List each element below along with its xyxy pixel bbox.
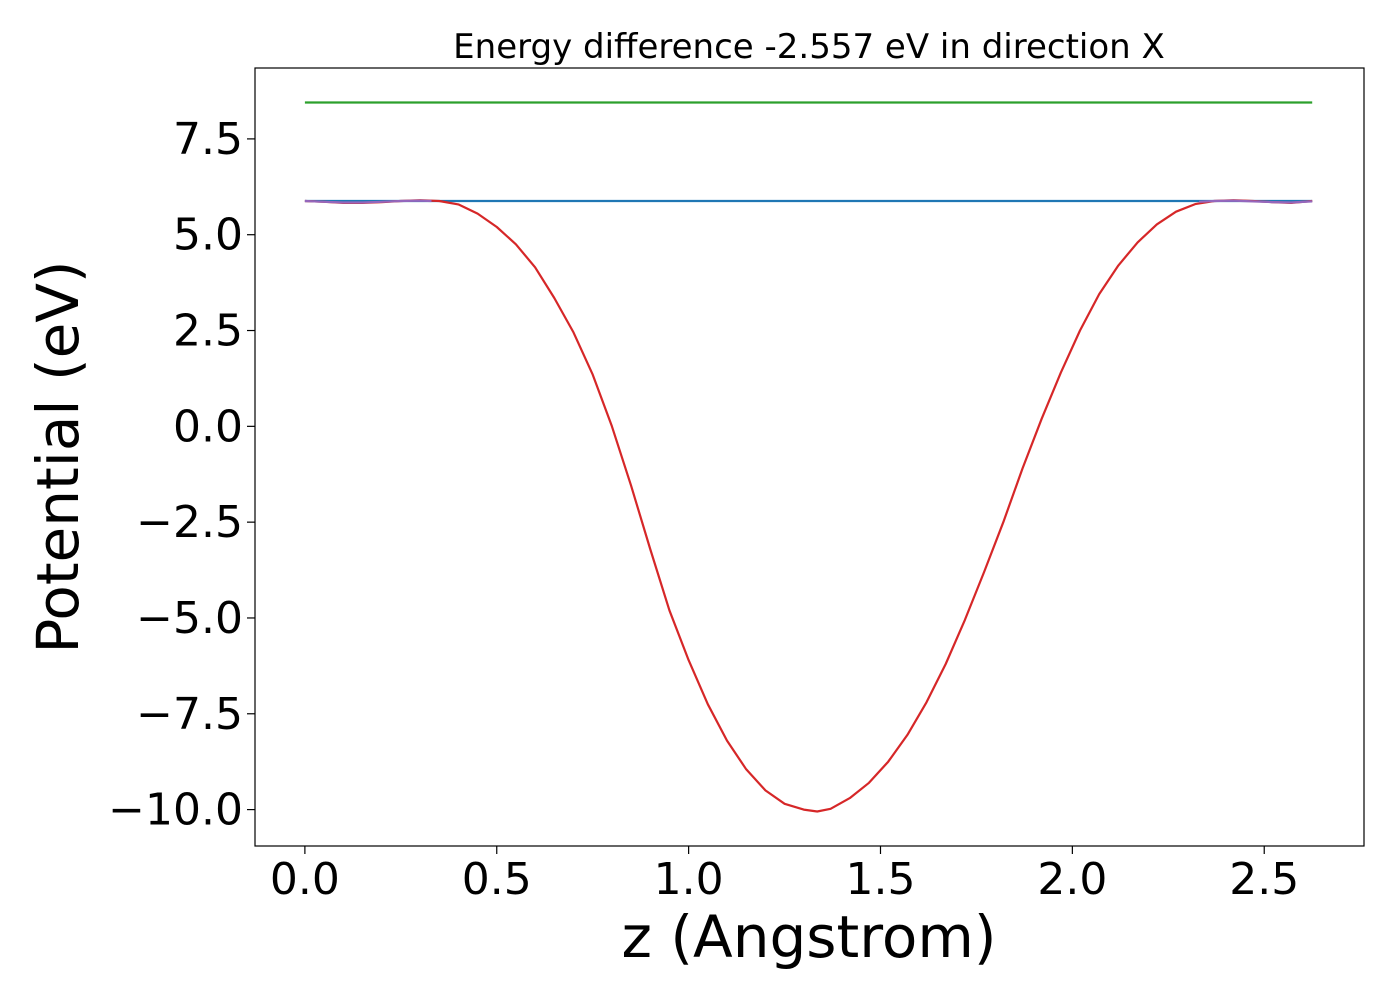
series-line-4 [304,199,432,204]
x-axis-title: z (Angstrom) [622,903,997,971]
x-tick-label: 1.5 [845,854,915,905]
series-line-5 [1198,199,1313,204]
y-tick-label: 5.0 [173,210,243,261]
x-tick-label: 2.5 [1229,854,1299,905]
y-tick-label: −2.5 [136,497,243,548]
y-tick-label: 2.5 [173,306,243,357]
x-tick-label: 1.0 [654,854,724,905]
y-axis-title: Potential (eV) [24,260,92,653]
plot-frame [254,67,1365,847]
series-layer [304,101,1313,813]
x-axis-ticks: 0.0 0.5 1.0 1.5 2.0 2.5 [270,846,1299,905]
chart-title: Energy difference -2.557 eV in direction… [453,27,1165,67]
y-axis-ticks: 7.5 5.0 2.5 0.0 −2.5 −5.0 −7.5 −10.0 [108,114,255,836]
y-tick-label: −7.5 [136,689,243,740]
x-tick-label: 2.0 [1037,854,1107,905]
y-tick-label: −5.0 [136,593,243,644]
x-tick-label: 0.5 [462,854,532,905]
y-tick-label: −10.0 [108,785,243,836]
y-tick-label: 0.0 [173,401,243,452]
y-tick-label: 7.5 [173,114,243,165]
series-line-3 [304,199,1313,813]
x-tick-label: 0.0 [270,854,340,905]
